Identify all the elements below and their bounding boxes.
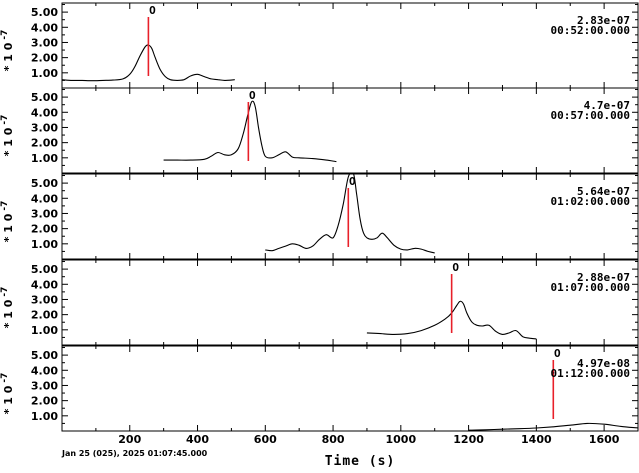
x-tick-label: 1400: [521, 433, 552, 446]
y-tick-label: 1.00: [31, 67, 58, 80]
y-axis-label-exponent: -7: [0, 30, 10, 40]
panel-time: 01:12:00.000: [551, 367, 630, 380]
y-axis-label-exponent: -7: [0, 201, 10, 211]
x-tick-label: 1000: [386, 433, 417, 446]
data-trace: [468, 422, 638, 431]
x-tick-label: 600: [254, 433, 277, 446]
panel-time: 01:02:00.000: [551, 195, 630, 208]
y-tick-label: 4.00: [31, 278, 58, 291]
y-tick-label: 5.00: [31, 6, 58, 19]
pick-marker-label: O: [149, 4, 156, 17]
y-tick-label: 2.00: [31, 395, 58, 408]
data-trace: [62, 44, 235, 82]
y-axis-label: * 1 0 -7: [0, 115, 15, 157]
y-tick-label: 5.00: [31, 349, 58, 362]
data-trace: [163, 100, 337, 163]
data-trace: [265, 174, 435, 254]
y-tick-label: 5.00: [31, 263, 58, 276]
y-axis-label-exponent: -7: [0, 373, 10, 383]
y-tick-label: 1.00: [31, 324, 58, 337]
y-tick-label: 3.00: [31, 121, 58, 134]
y-tick-label: 4.00: [31, 106, 58, 119]
pick-marker-label: O: [349, 175, 356, 188]
pick-marker-label: O: [554, 347, 561, 360]
pick-marker-label: O: [452, 261, 459, 274]
panel-amplitude: 4.97e-08: [577, 357, 630, 370]
y-tick-label: 2.00: [31, 309, 58, 322]
x-tick-label: 1600: [589, 433, 620, 446]
y-tick-label: 3.00: [31, 293, 58, 306]
panel-frame: [61, 345, 639, 432]
x-tick-label: 1200: [453, 433, 484, 446]
y-tick-label: 1.00: [31, 410, 58, 423]
x-axis-title: Time (s): [325, 454, 396, 468]
y-tick-label: 4.00: [31, 21, 58, 34]
y-axis-label-prefix: * 1 0: [2, 213, 15, 242]
pick-marker-label: O: [249, 89, 256, 102]
y-tick-label: 4.00: [31, 192, 58, 205]
y-tick-label: 1.00: [31, 152, 58, 165]
y-axis-label-prefix: * 1 0: [2, 385, 15, 414]
x-tick-label: 800: [322, 433, 345, 446]
y-tick-label: 1.00: [31, 238, 58, 251]
data-trace: [366, 300, 537, 340]
y-axis-label-prefix: * 1 0: [2, 42, 15, 71]
x-tick-label: 200: [118, 433, 141, 446]
y-tick-label: 2.00: [31, 223, 58, 236]
y-tick-label: 3.00: [31, 36, 58, 49]
y-axis-label-prefix: * 1 0: [2, 299, 15, 328]
y-axis-label-prefix: * 1 0: [2, 127, 15, 156]
date-label: Jan 25 (025), 2025 01:07:45.000: [61, 449, 208, 458]
y-axis-label: * 1 0 -7: [0, 373, 15, 415]
y-tick-label: 2.00: [31, 52, 58, 65]
panel-amplitude: 2.88e-07: [577, 271, 630, 284]
panel-time: 01:07:00.000: [551, 281, 630, 294]
y-tick-label: 5.00: [31, 91, 58, 104]
y-axis-label-exponent: -7: [0, 287, 10, 297]
y-axis-label: * 1 0 -7: [0, 30, 15, 72]
y-axis-label: * 1 0 -7: [0, 201, 15, 243]
panel-frame: [61, 87, 639, 174]
y-axis-label: * 1 0 -7: [0, 287, 15, 329]
panel-amplitude: 5.64e-07: [577, 185, 630, 198]
y-tick-label: 3.00: [31, 207, 58, 220]
y-tick-label: 4.00: [31, 364, 58, 377]
y-tick-label: 3.00: [31, 379, 58, 392]
panel-time: 00:52:00.000: [551, 24, 630, 37]
panel-amplitude: 2.83e-07: [577, 14, 630, 27]
x-tick-label: 400: [186, 433, 209, 446]
y-tick-label: 2.00: [31, 137, 58, 150]
panel-amplitude: 4.7e-07: [584, 99, 630, 112]
y-tick-label: 5.00: [31, 177, 58, 190]
panel-frame: [61, 259, 639, 346]
panel-time: 00:57:00.000: [551, 109, 630, 122]
y-axis-label-exponent: -7: [0, 115, 10, 125]
